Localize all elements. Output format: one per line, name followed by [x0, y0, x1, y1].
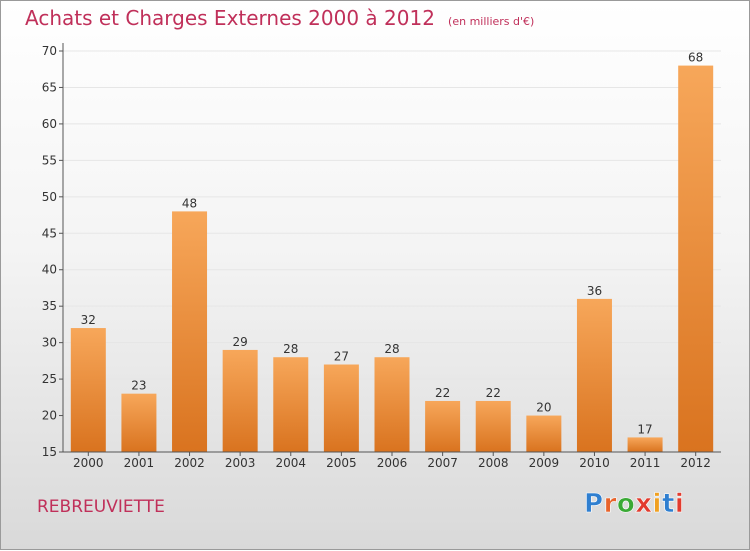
data-label: 68 [688, 51, 703, 65]
x-tick-label: 2011 [630, 456, 661, 470]
y-tick-label: 45 [42, 226, 57, 240]
x-tick-label: 2010 [579, 456, 610, 470]
bar [222, 349, 258, 452]
data-label: 22 [435, 386, 450, 400]
logo-letter: t [661, 489, 675, 520]
x-tick-label: 2001 [124, 456, 155, 470]
logo-letter: x [635, 489, 653, 520]
data-label: 28 [384, 342, 399, 356]
y-tick-label: 65 [42, 80, 57, 94]
chart-unit: (en milliers d'€) [448, 15, 535, 28]
x-axis: 2000 2001 2002 2003 2004 2005 2006 2007 2008 2009… [63, 451, 721, 470]
y-tick-label: 20 [42, 409, 57, 423]
y-tick-label: 55 [42, 153, 57, 167]
data-label: 23 [131, 379, 146, 393]
x-tick-label: 2005 [326, 456, 357, 470]
y-tick-label: 40 [42, 263, 57, 277]
x-tick-label: 2000 [73, 456, 104, 470]
bar [627, 437, 663, 452]
logo-letter: r [603, 489, 617, 520]
logo-letter: P [584, 489, 604, 520]
x-tick-label: 2007 [427, 456, 458, 470]
bar [374, 357, 410, 452]
bar [121, 393, 157, 452]
chart-title-block: Achats et Charges Externes 2000 à 2012 (… [25, 6, 534, 30]
bar [273, 357, 309, 452]
y-tick-label: 30 [42, 336, 57, 350]
data-label: 48 [182, 196, 197, 210]
bar [70, 328, 106, 452]
y-tick-label: 70 [42, 44, 57, 58]
y-tick-label: 50 [42, 190, 57, 204]
data-label: 22 [486, 386, 501, 400]
x-tick-label: 2004 [275, 456, 306, 470]
logo-letter: i [674, 489, 685, 520]
logo-letter: o [616, 489, 636, 520]
data-label: 36 [587, 284, 602, 298]
bar [475, 400, 511, 452]
y-tick-label: 25 [42, 372, 57, 386]
bars: 32 23 48 29 28 27 28 22 22 20 36 17 68 [70, 51, 714, 452]
x-tick-label: 2006 [377, 456, 408, 470]
y-tick-label: 35 [42, 299, 57, 313]
data-label: 28 [283, 342, 298, 356]
bar [323, 364, 359, 452]
data-label: 27 [334, 350, 349, 364]
data-label: 17 [637, 422, 652, 436]
bar [576, 298, 612, 452]
chart-title: Achats et Charges Externes 2000 à 2012 [25, 6, 435, 30]
logo-letter: i [652, 489, 662, 520]
bar [425, 400, 461, 452]
commune-name: REBREUVIETTE [37, 497, 165, 517]
y-tick-label: 15 [42, 445, 57, 459]
x-tick-label: 2003 [225, 456, 256, 470]
x-tick-label: 2008 [478, 456, 509, 470]
x-tick-label: 2009 [529, 456, 560, 470]
x-tick-label: 2002 [174, 456, 205, 470]
data-label: 29 [233, 335, 248, 349]
bar [172, 211, 208, 452]
y-axis: 15 20 25 30 35 40 45 50 55 60 65 70 [42, 43, 64, 459]
x-tick-label: 2012 [680, 456, 711, 470]
proxiti-logo[interactable]: Proxiti [584, 489, 685, 520]
data-label: 20 [536, 401, 551, 415]
bar [678, 65, 714, 452]
data-label: 32 [81, 313, 96, 327]
y-tick-label: 60 [42, 117, 57, 131]
bar [526, 415, 562, 452]
